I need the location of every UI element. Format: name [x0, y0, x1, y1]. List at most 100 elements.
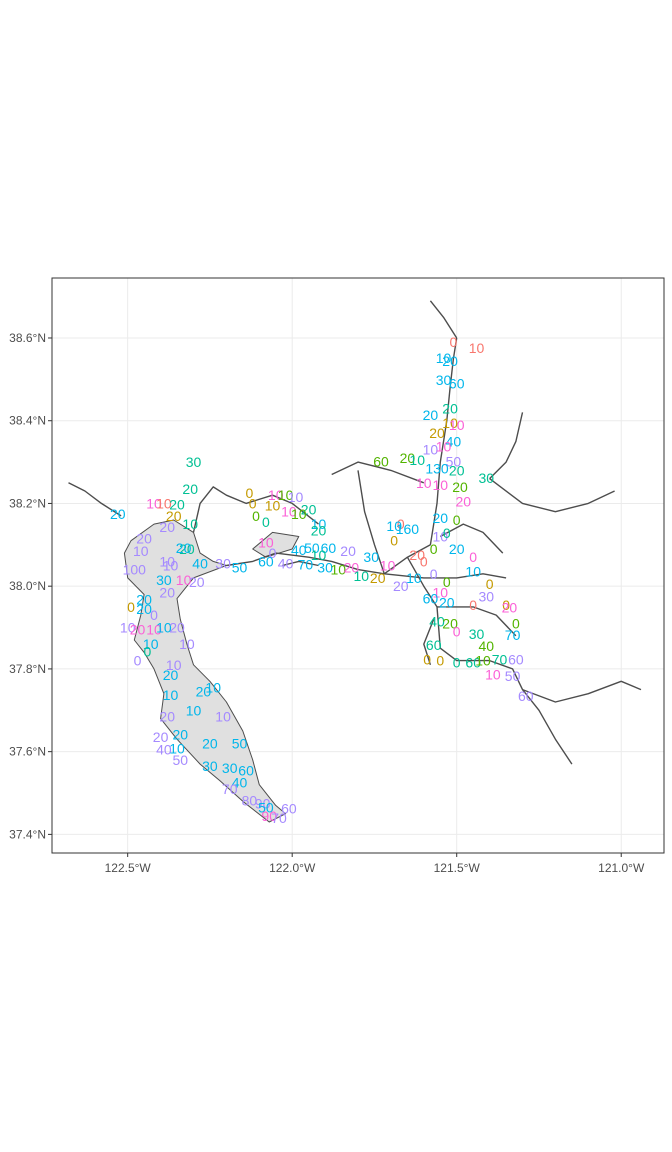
channel-line-1	[429, 300, 458, 339]
depth-label: 20	[442, 615, 458, 631]
depth-label: 40	[232, 775, 248, 791]
channel-line-8	[192, 486, 319, 533]
depth-label: 0	[420, 553, 428, 569]
depth-label: 0	[262, 514, 270, 530]
channel-line-10	[437, 606, 517, 637]
depth-label: 0	[249, 495, 257, 511]
x-tick-label: 122.0°W	[269, 861, 316, 875]
depth-label: 20	[176, 540, 192, 556]
depth-label: 50	[232, 560, 248, 576]
depth-label: 30	[317, 560, 333, 576]
x-tick-label: 121.5°W	[434, 861, 481, 875]
depth-label: 30	[215, 555, 231, 571]
depth-label: 10	[186, 702, 202, 718]
depth-label: 10	[331, 562, 347, 578]
depth-label: 10	[433, 529, 449, 545]
depth-label: 30	[469, 626, 485, 642]
channel-line-9	[384, 573, 507, 579]
depth-label: 20	[182, 481, 198, 497]
depth-label: 60	[281, 800, 297, 816]
channel-line-6	[357, 470, 385, 575]
depth-label: 10	[146, 622, 162, 638]
depth-label: 10	[386, 518, 402, 534]
depth-label: 20	[393, 578, 409, 594]
y-tick-label: 38.6°N	[9, 331, 46, 345]
depth-label: 50	[258, 800, 274, 816]
depth-label: 20	[159, 709, 175, 725]
x-tick-label: 121.0°W	[598, 861, 645, 875]
depth-label: 70	[271, 810, 287, 826]
depth-label: 10	[449, 417, 465, 433]
depth-label: 10	[143, 636, 159, 652]
depth-label: 50	[304, 540, 320, 556]
depth-label: 20	[409, 547, 425, 563]
depth-label: 0	[397, 516, 405, 532]
depth-label: 80	[242, 793, 258, 809]
depth-label: 10	[354, 568, 370, 584]
depth-label: 0	[443, 574, 451, 590]
depth-label: 10	[475, 653, 491, 669]
depth-label: 10	[380, 558, 396, 574]
depth-label: 0	[450, 334, 458, 350]
depth-label: 40	[429, 613, 445, 629]
depth-label: 20	[153, 729, 169, 745]
depth-label: 10	[433, 477, 449, 493]
depth-label: 20	[502, 600, 518, 616]
depth-label: 20	[423, 407, 439, 423]
y-tick-label: 37.6°N	[9, 745, 46, 759]
depth-label: 20	[370, 570, 386, 586]
depth-label: 40	[278, 555, 294, 571]
y-tick-label: 38.2°N	[9, 496, 46, 510]
depth-label: 0	[443, 525, 451, 541]
depth-label: 10	[433, 584, 449, 600]
depth-label: 20	[429, 425, 445, 441]
depth-label: 20	[442, 353, 458, 369]
depth-label: 50	[173, 752, 189, 768]
depth-label: 10	[311, 516, 327, 532]
depth-label: 10	[205, 680, 221, 696]
depth-label: 20	[169, 497, 185, 513]
depth-label: 20	[442, 400, 458, 416]
depth-label: 20	[344, 560, 360, 576]
depth-label: 0	[486, 576, 494, 592]
depth-label: 0	[144, 644, 152, 660]
depth-label: 0	[469, 597, 477, 613]
depth-label: 20	[439, 595, 455, 611]
depth-label: 60	[449, 376, 465, 392]
depth-label: 10	[465, 564, 481, 580]
depth-label: 20	[173, 726, 189, 742]
channel-line-2	[406, 556, 573, 765]
depth-label: 10	[485, 666, 501, 682]
depth-label: 10	[265, 498, 281, 514]
channel-line-4	[489, 412, 524, 480]
depth-label: 20	[301, 502, 317, 518]
depth-label: 20	[311, 522, 327, 538]
y-tick-label: 38.0°N	[9, 579, 46, 593]
depth-label: 20	[449, 541, 465, 557]
depth-label: 10	[120, 620, 136, 636]
depth-label: 10	[182, 516, 198, 532]
depth-label: 10	[169, 740, 185, 756]
depth-label: 20	[136, 601, 152, 617]
depth-label: 60	[423, 591, 439, 607]
depth-label: 10	[176, 572, 192, 588]
x-axis: 122.5°W 122.0°W 121.5°W 121.0°W	[105, 853, 645, 875]
depth-label: 30	[186, 454, 202, 470]
depth-label: 10	[281, 504, 297, 520]
depth-label: 30	[202, 758, 218, 774]
depth-label: 10	[469, 340, 485, 356]
depth-label: 20	[433, 510, 449, 526]
depth-label: 160	[396, 521, 420, 537]
depth-label: 0	[453, 624, 461, 640]
depth-label: 90	[255, 795, 271, 811]
depth-label: 10	[163, 687, 179, 703]
depth-label: 20	[456, 493, 472, 509]
channel-line-5	[489, 478, 615, 513]
depth-label: 20	[110, 506, 126, 522]
channel-line-11	[331, 461, 425, 484]
depth-label: 10	[163, 558, 179, 574]
depth-label: 20	[189, 574, 205, 590]
